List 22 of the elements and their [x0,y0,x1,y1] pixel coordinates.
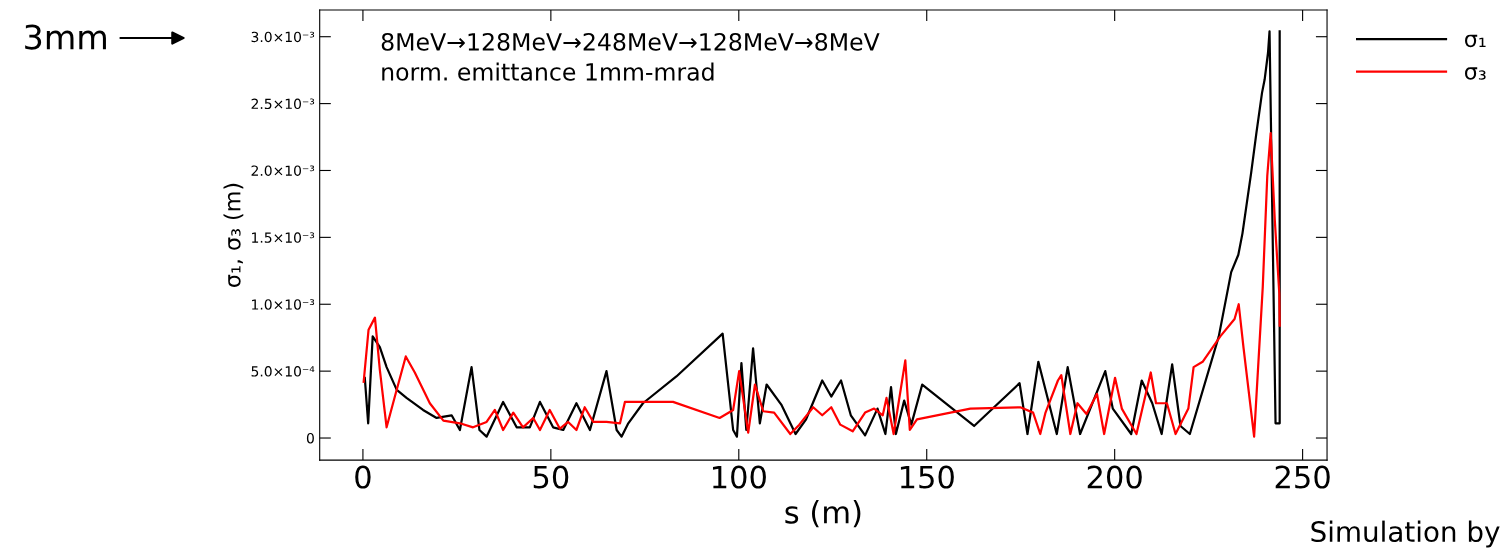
y-tick-label: 0 [306,432,314,444]
y-tick-label: 5.0×10⁻⁴ [251,366,315,377]
line-series [362,131,1281,438]
y-tick-label: 3.0×10⁻³ [251,31,315,43]
annotation: 8MeV→128MeV→248MeV→128MeV→8MeV norm. emittance 1mm-mrad [381,32,880,81]
x-tick-label: 150 [900,465,954,489]
x-tick-label: 50 [533,465,569,489]
text: Simulation by [1311,520,1500,548]
x-tick-label: 100 [712,465,766,489]
x-tick-label: 200 [1087,465,1142,489]
text: 3mm [25,24,106,50]
y-tick-label: 1.5×10⁻³ [252,232,315,243]
line-series [363,30,1281,438]
y-tick-label: 1.0×10⁻³ [252,299,315,310]
x-tick-label: 0 [355,465,371,489]
y-tick-label: 2.5×10⁻³ [251,98,315,110]
x-tick-label: 250 [1275,465,1330,489]
legend-label: σ₁ [1465,34,1486,48]
y-tick-label: 2.0×10⁻³ [251,165,315,176]
y-axis-title: σ₁, σ₃ (m) [223,183,244,287]
legend-label: σ₃ [1465,67,1486,80]
x-axis-title: s (m) [785,500,861,528]
